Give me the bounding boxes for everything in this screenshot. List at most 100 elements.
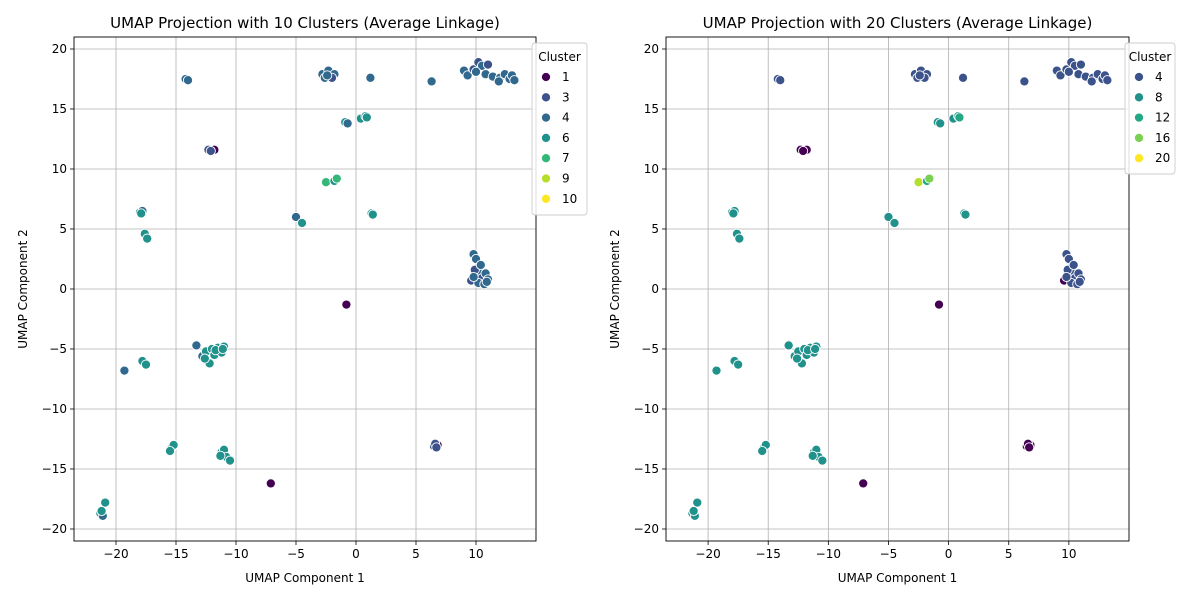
data-point xyxy=(290,211,302,223)
legend-marker xyxy=(540,193,552,204)
y-tick-label: 0 xyxy=(651,282,659,296)
legend-marker xyxy=(1133,71,1145,83)
legend-title: Cluster xyxy=(538,50,581,64)
y-tick-label: 5 xyxy=(651,222,659,236)
x-tick-label: −15 xyxy=(756,547,781,561)
data-point xyxy=(468,271,479,283)
data-point xyxy=(775,75,786,86)
data-point xyxy=(462,70,473,81)
data-point xyxy=(164,445,176,457)
data-point xyxy=(265,478,276,489)
data-point xyxy=(1074,276,1085,287)
data-point xyxy=(817,455,828,466)
data-point xyxy=(757,445,768,457)
data-point xyxy=(798,145,809,157)
y-axis-label: UMAP Component 2 xyxy=(608,229,622,349)
legend-marker xyxy=(540,92,552,103)
y-tick-label: 10 xyxy=(52,162,67,176)
data-point xyxy=(957,72,969,83)
data-point xyxy=(960,209,971,220)
data-point xyxy=(142,233,153,244)
y-tick-label: −5 xyxy=(49,342,67,356)
legend: Cluster 4 8 12 16 20 xyxy=(1124,42,1176,175)
y-tick-label: −15 xyxy=(42,462,67,476)
legend-marker xyxy=(1133,132,1145,143)
data-point xyxy=(320,177,332,188)
data-point xyxy=(331,173,342,184)
x-tick-label: 10 xyxy=(468,547,483,561)
data-point xyxy=(215,450,226,461)
x-tick-label: −15 xyxy=(163,547,188,561)
y-tick-label: −10 xyxy=(634,402,659,416)
x-tick-label: −5 xyxy=(287,547,305,561)
data-point xyxy=(1086,76,1097,87)
legend-label: 7 xyxy=(562,151,570,165)
data-point xyxy=(1063,66,1074,77)
data-point xyxy=(96,505,107,517)
data-point xyxy=(1055,70,1066,81)
x-tick-label: 0 xyxy=(945,547,953,561)
y-tick-label: 15 xyxy=(644,102,659,116)
data-point xyxy=(692,497,703,508)
data-point xyxy=(1102,75,1113,86)
legend: Cluster 1 3 4 6 7 9 10 xyxy=(531,42,588,216)
data-point xyxy=(933,299,945,310)
data-point xyxy=(792,353,803,364)
data-point xyxy=(807,450,818,461)
data-point xyxy=(224,455,236,466)
data-point xyxy=(341,299,352,310)
data-point xyxy=(205,145,216,157)
data-point xyxy=(728,208,739,219)
legend-label: 16 xyxy=(1155,131,1170,145)
x-tick-label: −5 xyxy=(880,547,898,561)
data-point xyxy=(954,112,965,123)
x-tick-label: −10 xyxy=(223,547,248,561)
data-point xyxy=(493,76,504,87)
data-point xyxy=(858,478,869,489)
data-point xyxy=(733,359,744,370)
legend-label: 8 xyxy=(1155,90,1163,104)
data-point xyxy=(431,442,442,453)
y-tick-label: −5 xyxy=(641,342,659,356)
legend-label: 20 xyxy=(1155,151,1170,165)
data-point xyxy=(367,209,378,220)
data-point xyxy=(913,177,924,188)
chart-title: UMAP Projection with 20 Clusters (Averag… xyxy=(703,14,1093,32)
legend-marker xyxy=(1133,112,1145,123)
legend-label: 9 xyxy=(562,172,570,186)
y-tick-label: −15 xyxy=(634,462,659,476)
x-axis-label: UMAP Component 1 xyxy=(245,571,365,585)
data-point xyxy=(1075,59,1086,70)
data-point xyxy=(296,217,308,229)
y-tick-label: 20 xyxy=(644,42,659,56)
x-tick-label: 5 xyxy=(412,547,420,561)
data-point xyxy=(136,208,147,219)
legend-label: 12 xyxy=(1155,111,1170,125)
data-point xyxy=(734,233,745,244)
data-point xyxy=(182,75,194,86)
data-point xyxy=(1019,76,1030,87)
x-tick-label: 10 xyxy=(1061,547,1076,561)
y-tick-label: 15 xyxy=(52,102,67,116)
data-point xyxy=(475,259,486,271)
legend-label: 10 xyxy=(562,192,577,206)
data-point xyxy=(119,365,130,376)
data-point xyxy=(783,340,794,351)
chart-title: UMAP Projection with 10 Clusters (Averag… xyxy=(110,14,500,32)
y-tick-label: −10 xyxy=(42,402,67,416)
legend-label: 4 xyxy=(562,111,570,125)
data-point xyxy=(199,353,210,364)
data-point xyxy=(810,343,821,355)
x-axis-label: UMAP Component 1 xyxy=(838,571,958,585)
y-axis-label: UMAP Component 2 xyxy=(16,229,30,349)
x-tick-label: −10 xyxy=(816,547,841,561)
data-point xyxy=(365,72,376,83)
legend-marker xyxy=(1133,92,1145,103)
y-tick-label: −20 xyxy=(42,522,67,536)
data-point xyxy=(342,118,353,129)
data-point xyxy=(914,70,925,81)
y-tick-label: 20 xyxy=(52,42,67,56)
legend-title: Cluster xyxy=(1129,50,1172,64)
